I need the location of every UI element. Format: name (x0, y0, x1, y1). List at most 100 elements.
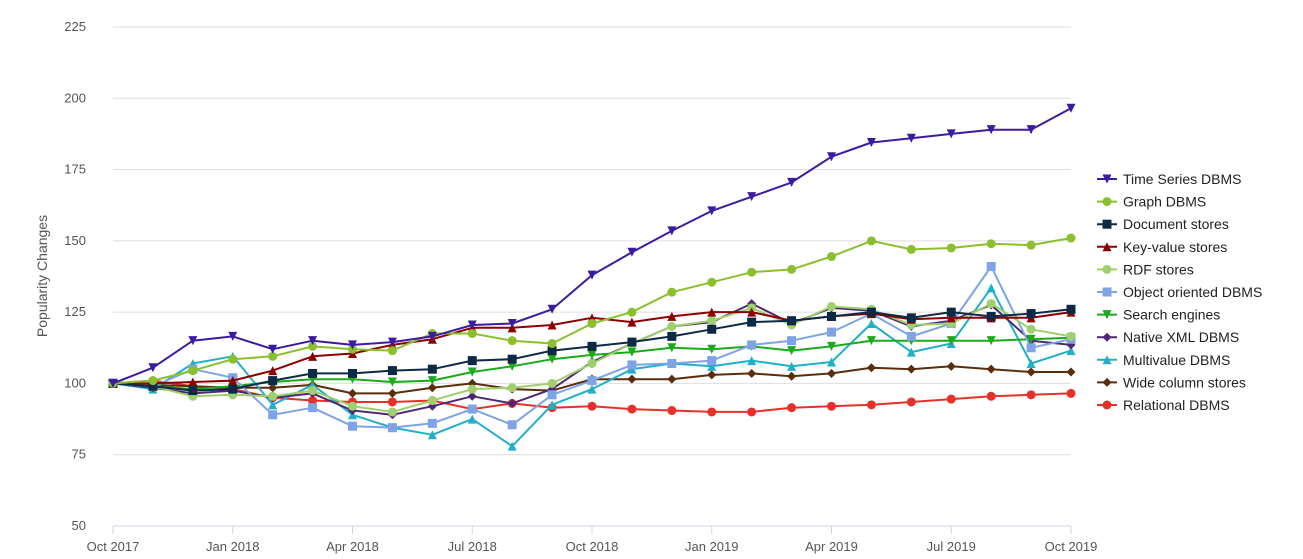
data-point-object-oriented-dbms (747, 340, 757, 350)
data-point-document-stores (627, 337, 637, 347)
data-point-search-engines (387, 377, 397, 387)
data-point-relational-dbms (667, 406, 677, 416)
legend-item-object-oriented-dbms[interactable]: Object oriented DBMS (1097, 284, 1262, 300)
data-point-wide-column-stores (707, 370, 717, 380)
data-point-time-series-dbms (108, 378, 118, 388)
legend-item-document-stores[interactable]: Document stores (1097, 216, 1229, 232)
data-point-graph-dbms (707, 277, 717, 287)
data-point-object-oriented-dbms (1026, 343, 1036, 353)
legend-marker (1102, 310, 1112, 320)
data-point-document-stores (507, 354, 517, 364)
data-point-search-engines (467, 367, 477, 377)
legend-item-key-value-stores[interactable]: Key-value stores (1097, 239, 1227, 255)
data-point-graph-dbms (268, 351, 278, 361)
legend-label: Search engines (1123, 307, 1220, 323)
data-point-wide-column-stores (348, 388, 357, 398)
data-point-object-oriented-dbms (268, 410, 278, 420)
legend-item-multivalue-dbms[interactable]: Multivalue DBMS (1097, 352, 1230, 368)
legend-marker (1102, 264, 1112, 274)
data-point-graph-dbms (747, 267, 757, 277)
data-point-time-series-dbms (1066, 103, 1076, 113)
legend-item-relational-dbms[interactable]: Relational DBMS (1097, 397, 1230, 413)
data-point-graph-dbms (587, 319, 597, 329)
data-point-relational-dbms (387, 397, 397, 407)
data-point-search-engines (587, 350, 597, 360)
data-point-document-stores (148, 381, 158, 391)
legend-label: RDF stores (1123, 261, 1194, 277)
data-point-search-engines (707, 344, 717, 354)
data-point-key-value-stores (547, 320, 557, 330)
data-point-key-value-stores (667, 311, 677, 321)
data-point-relational-dbms (747, 407, 757, 417)
data-point-wide-column-stores (427, 383, 437, 393)
data-point-relational-dbms (866, 400, 876, 410)
data-point-document-stores (387, 366, 397, 376)
y-tick-label: 100 (64, 375, 86, 390)
y-tick-label: 150 (64, 233, 86, 248)
data-point-time-series-dbms (986, 125, 996, 135)
legend-item-graph-dbms[interactable]: Graph DBMS (1097, 194, 1206, 210)
data-point-rdf-stores (547, 378, 557, 388)
data-point-rdf-stores (1026, 324, 1036, 334)
data-point-document-stores (1026, 309, 1036, 319)
data-point-wide-column-stores (387, 388, 397, 398)
data-point-wide-column-stores (667, 374, 677, 384)
data-point-document-stores (667, 331, 677, 341)
data-point-graph-dbms (627, 307, 637, 317)
data-point-relational-dbms (946, 394, 956, 404)
legend-item-rdf-stores[interactable]: RDF stores (1097, 261, 1194, 277)
data-point-rdf-stores (507, 383, 517, 393)
data-point-time-series-dbms (188, 336, 198, 346)
data-point-search-engines (507, 361, 517, 371)
data-point-time-series-dbms (667, 226, 677, 236)
data-point-rdf-stores (587, 358, 597, 368)
data-point-multivalue-dbms (427, 430, 437, 440)
data-point-key-value-stores (707, 307, 717, 317)
legend-label: Graph DBMS (1123, 194, 1206, 210)
data-point-multivalue-dbms (1066, 346, 1076, 356)
legend-label: Document stores (1123, 216, 1229, 232)
data-point-time-series-dbms (268, 344, 278, 354)
data-point-key-value-stores (747, 307, 757, 317)
data-point-object-oriented-dbms (627, 360, 637, 370)
legend-marker (1102, 332, 1112, 342)
data-point-time-series-dbms (1026, 125, 1036, 135)
data-point-rdf-stores (707, 316, 717, 326)
data-point-document-stores (827, 311, 836, 321)
data-point-multivalue-dbms (986, 283, 996, 293)
data-point-object-oriented-dbms (787, 336, 797, 346)
data-point-document-stores (866, 307, 876, 317)
x-tick-label: Oct 2017 (87, 539, 140, 554)
data-point-relational-dbms (707, 407, 717, 417)
data-point-time-series-dbms (906, 133, 916, 143)
data-point-graph-dbms (148, 376, 158, 386)
data-point-graph-dbms (228, 354, 238, 364)
data-point-key-value-stores (268, 366, 278, 376)
legend-item-search-engines[interactable]: Search engines (1097, 307, 1220, 323)
data-point-time-series-dbms (866, 137, 876, 147)
data-point-time-series-dbms (827, 152, 836, 162)
data-point-graph-dbms (507, 336, 517, 346)
series-time-series-dbms (108, 103, 1076, 388)
series-document-stores (108, 304, 1076, 396)
data-point-search-engines (866, 336, 876, 346)
legend-item-wide-column-stores[interactable]: Wide column stores (1097, 374, 1246, 390)
data-point-time-series-dbms (348, 340, 357, 350)
data-point-native-xml-dbms (507, 398, 517, 408)
data-point-time-series-dbms (547, 304, 557, 314)
x-tick-label: Oct 2019 (1045, 539, 1098, 554)
data-point-rdf-stores (467, 384, 477, 394)
data-point-wide-column-stores (1066, 367, 1076, 377)
data-point-search-engines (667, 343, 677, 353)
data-point-relational-dbms (308, 396, 318, 406)
y-axis: 50 75 100 125 150 175 200 225 (64, 19, 86, 533)
data-point-search-engines (627, 347, 637, 357)
data-point-multivalue-dbms (268, 400, 278, 410)
data-point-rdf-stores (348, 401, 357, 411)
data-point-rdf-stores (667, 321, 677, 331)
legend-item-native-xml-dbms[interactable]: Native XML DBMS (1097, 329, 1239, 345)
data-point-wide-column-stores (866, 363, 876, 373)
data-point-relational-dbms (1066, 388, 1076, 398)
legend-item-time-series-dbms[interactable]: Time Series DBMS (1097, 171, 1242, 187)
data-point-document-stores (188, 386, 198, 396)
